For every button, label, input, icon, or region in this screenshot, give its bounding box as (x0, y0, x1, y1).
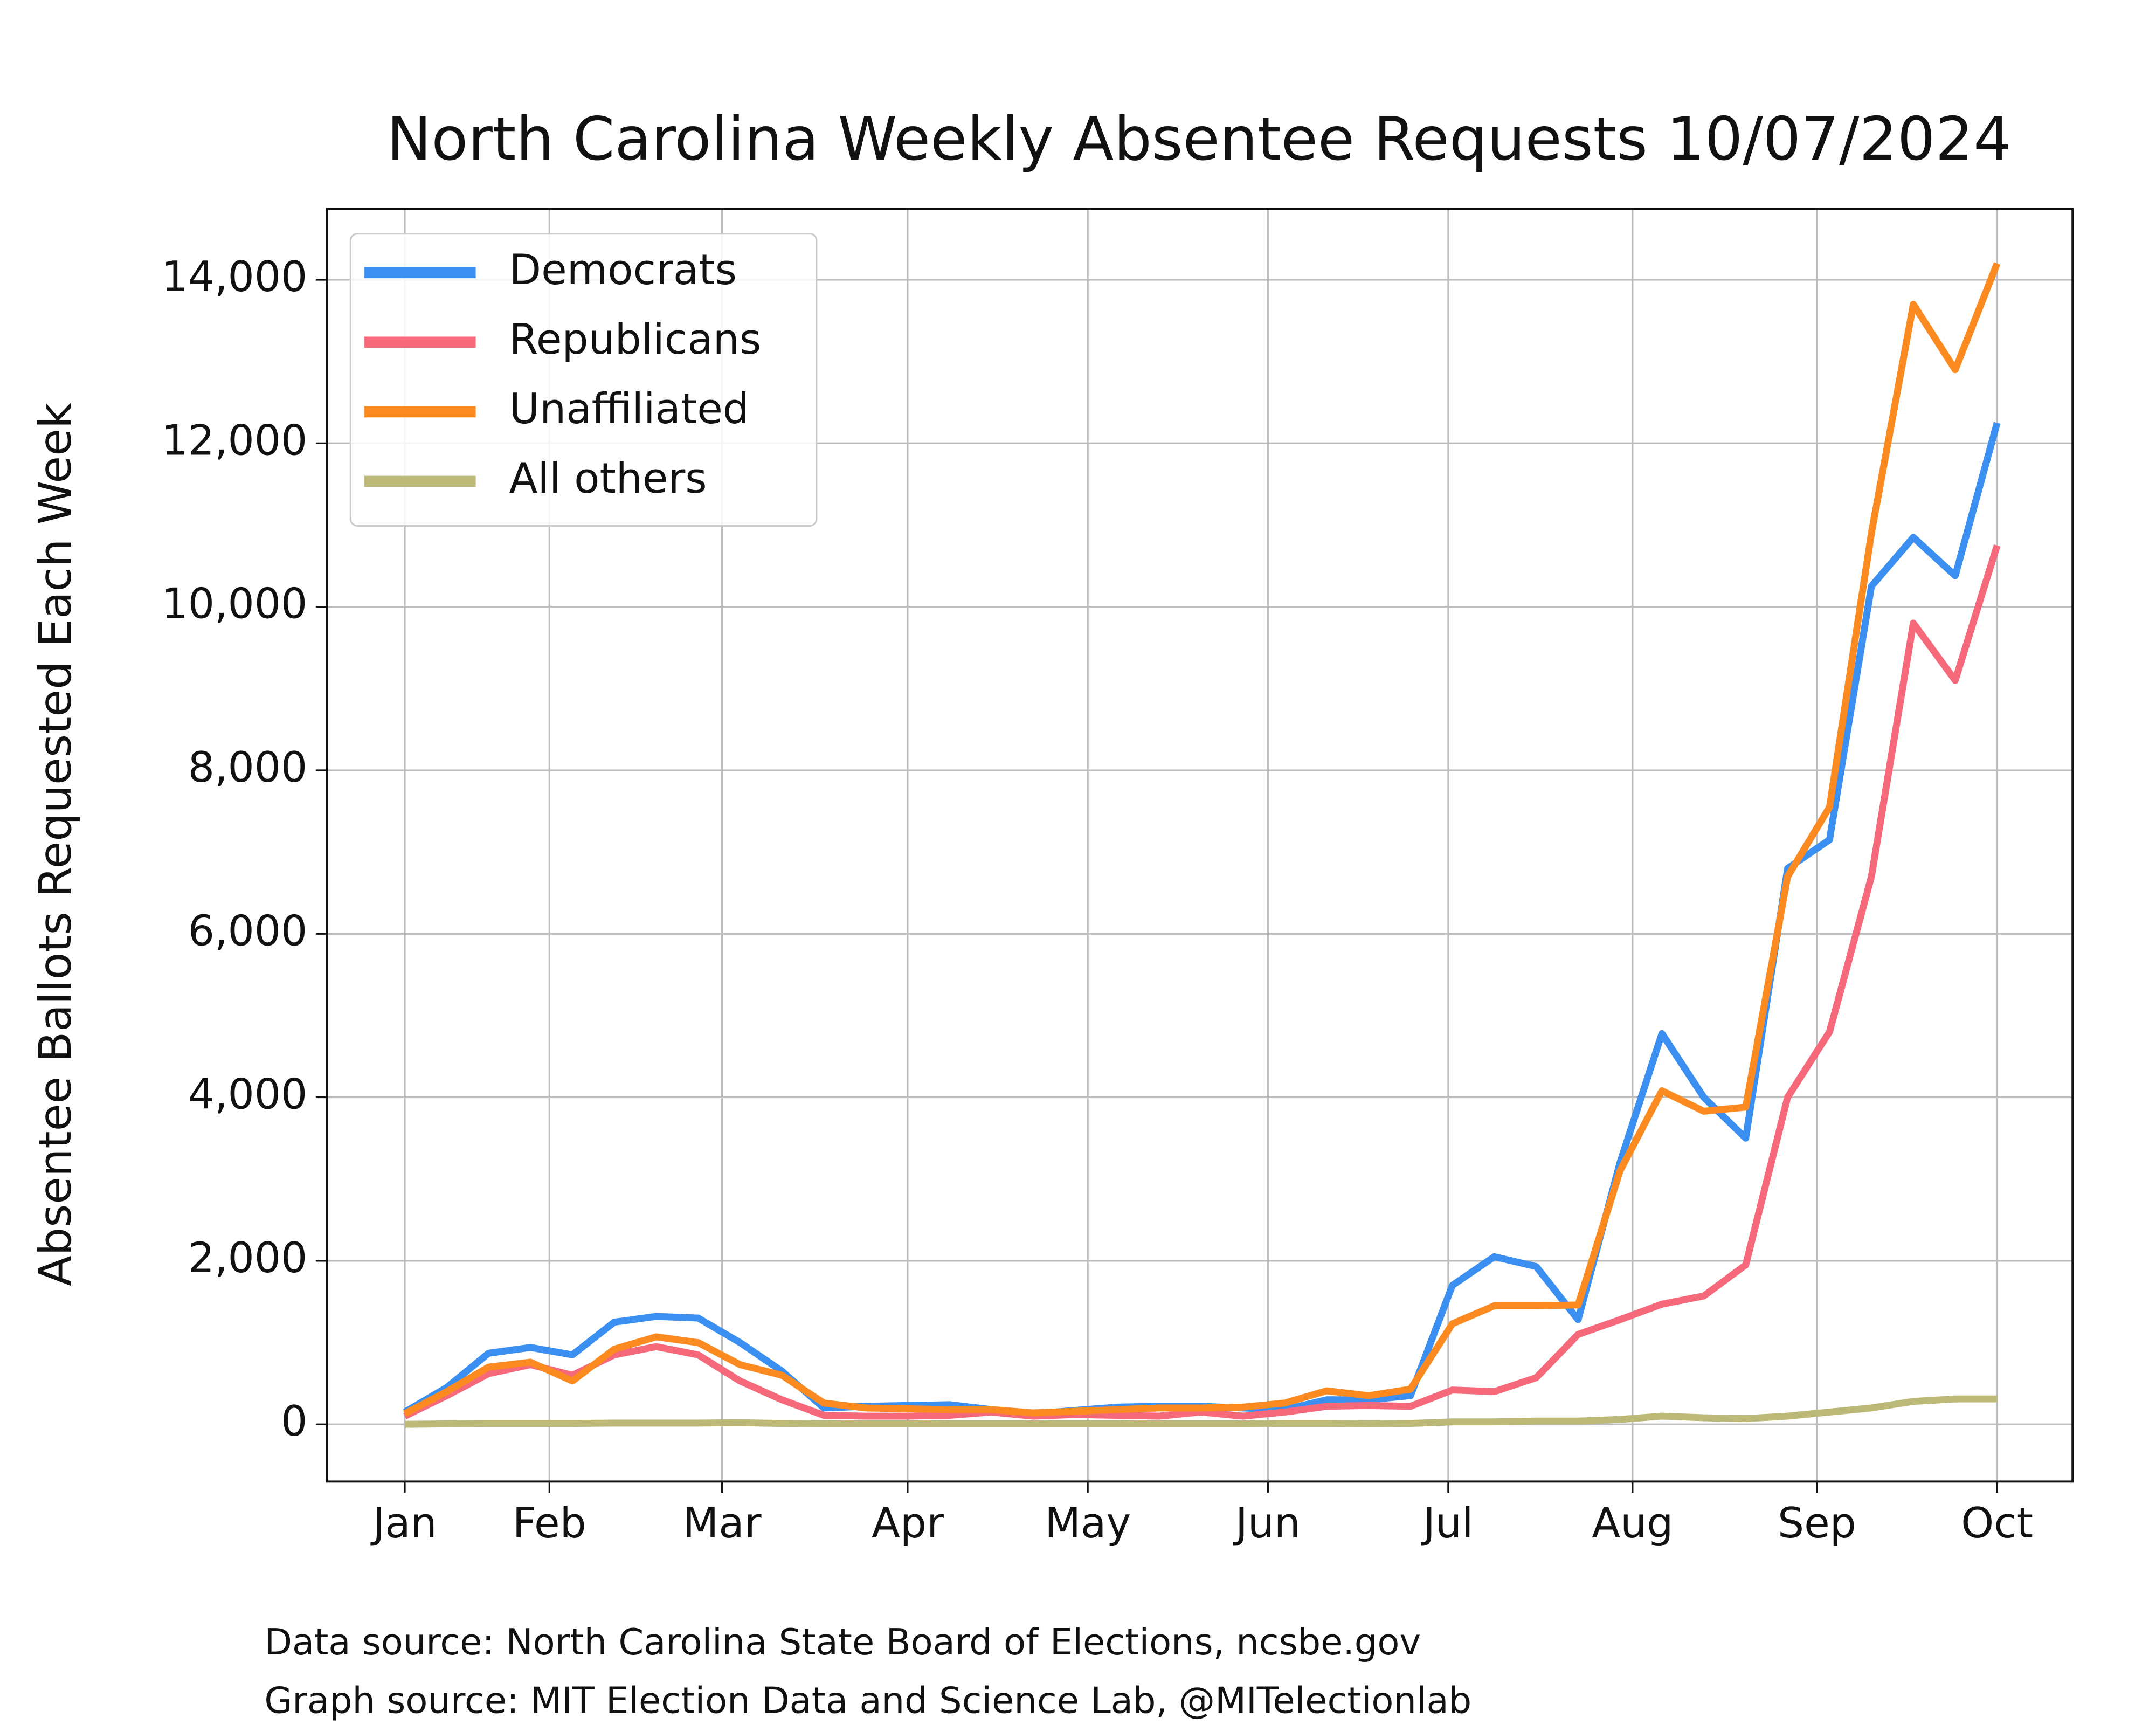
x-tick-label: Oct (1961, 1499, 2033, 1548)
x-tick-label: May (1045, 1499, 1131, 1548)
x-tick-label: Apr (872, 1499, 944, 1548)
x-tick-label: Jun (1233, 1499, 1301, 1548)
y-tick-label: 10,000 (161, 580, 307, 629)
source-note: Data source: North Carolina State Board … (264, 1621, 1421, 1663)
x-tick-label: Jul (1421, 1499, 1473, 1548)
x-tick-label: Aug (1592, 1499, 1673, 1548)
series-line (403, 544, 2001, 1420)
y-tick-label: 14,000 (161, 253, 307, 301)
legend-label: Democrats (509, 246, 737, 294)
y-tick-label: 6,000 (188, 907, 308, 955)
x-tick-label: Feb (513, 1499, 586, 1548)
legend-label: All others (509, 454, 707, 503)
x-tick-label: Jan (370, 1499, 437, 1548)
y-tick-label: 4,000 (188, 1071, 308, 1119)
x-tick-label: Mar (683, 1499, 762, 1548)
y-tick-label: 8,000 (188, 743, 308, 792)
y-tick-label: 0 (281, 1397, 307, 1446)
series-line (403, 422, 2001, 1417)
chart-title: North Carolina Weekly Absentee Requests … (386, 105, 2011, 174)
x-tick-label: Sep (1778, 1499, 1856, 1548)
source-note: Graph source: MIT Election Data and Scie… (264, 1679, 1471, 1721)
y-axis-label: Absentee Ballots Requested Each Week (30, 403, 81, 1286)
legend-label: Republicans (509, 315, 762, 364)
y-tick-label: 12,000 (161, 416, 307, 465)
legend-box (349, 233, 818, 527)
y-tick-label: 2,000 (188, 1234, 308, 1282)
legend-label: Unaffiliated (509, 385, 750, 433)
series-line (404, 1395, 1998, 1428)
series-line (403, 262, 2001, 1417)
plot-frame (326, 208, 2074, 1483)
